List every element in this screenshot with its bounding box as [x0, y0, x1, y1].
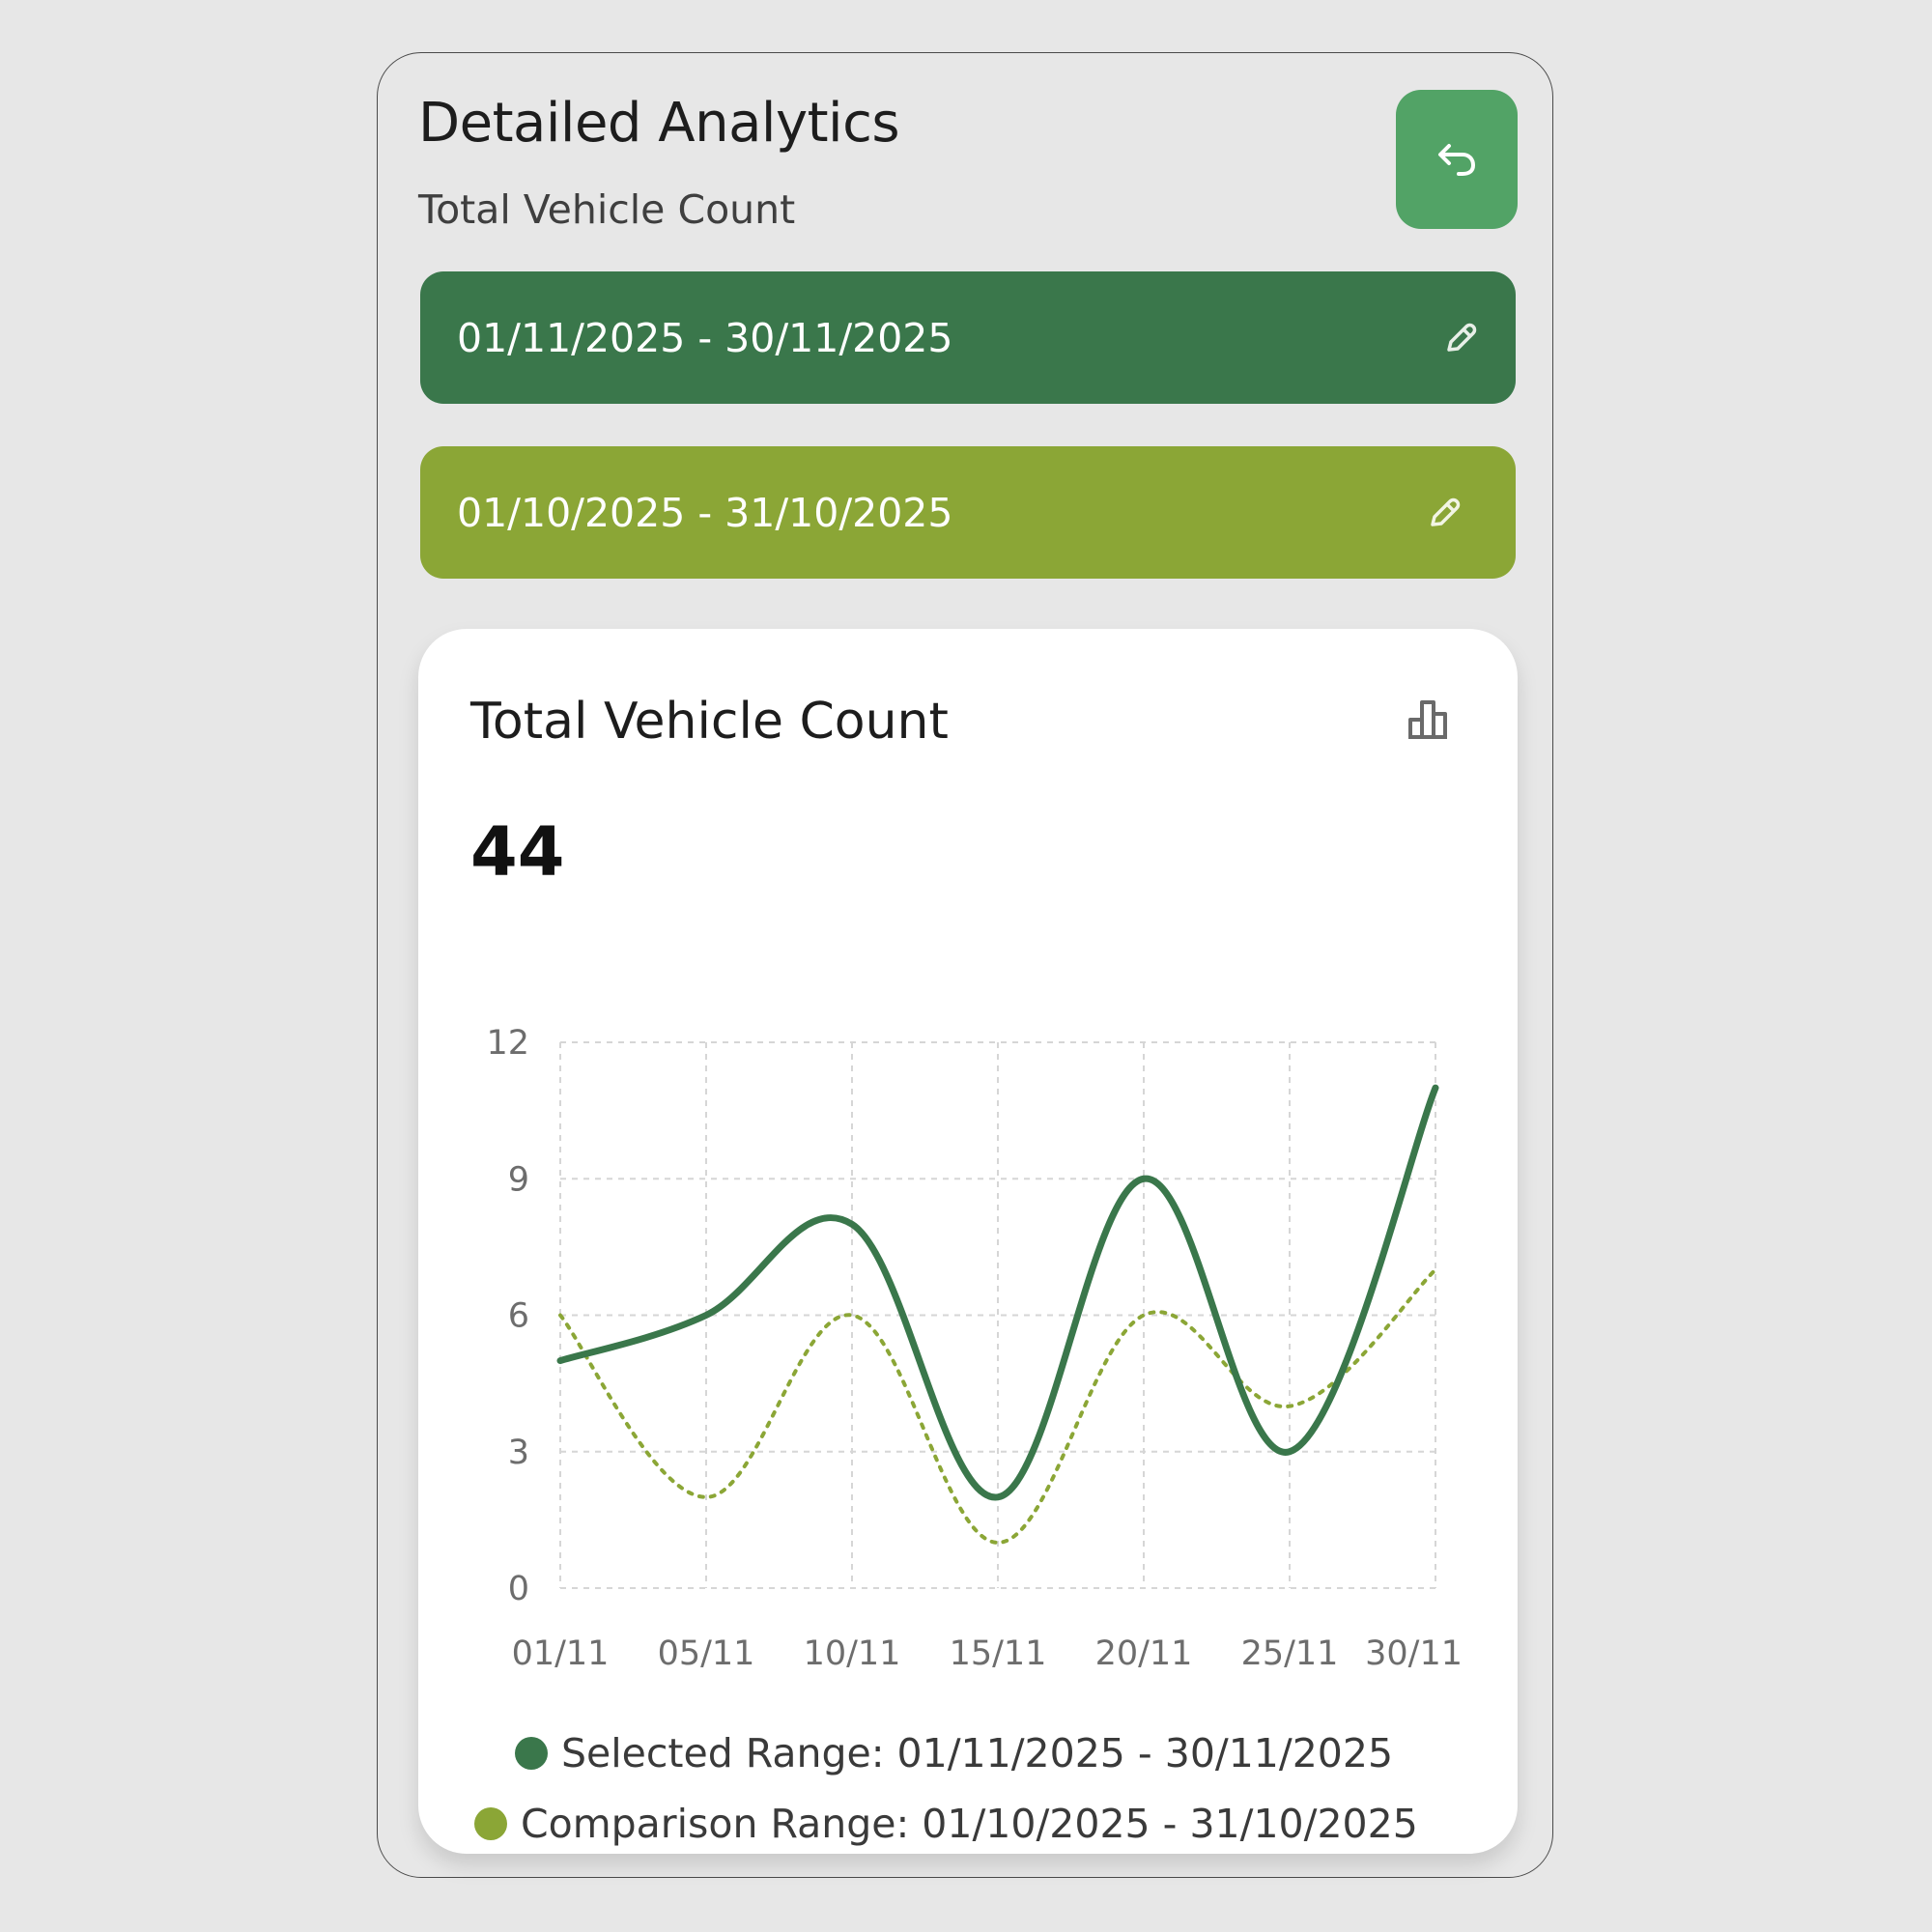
- selected-range-label: 01/11/2025 - 30/11/2025: [457, 314, 953, 361]
- x-tick-label: 20/11: [1095, 1634, 1193, 1673]
- pencil-icon[interactable]: [1425, 494, 1463, 532]
- legend-dot-comparison: [474, 1807, 507, 1840]
- bar-chart-icon[interactable]: [1406, 696, 1459, 741]
- comparison-range-field[interactable]: 01/10/2025 - 31/10/2025: [420, 446, 1516, 579]
- y-tick-label: 0: [508, 1570, 529, 1608]
- comparison-range-label: 01/10/2025 - 31/10/2025: [457, 489, 953, 536]
- legend-dot-selected: [515, 1737, 548, 1770]
- back-button[interactable]: [1396, 90, 1518, 229]
- y-tick-label: 9: [508, 1160, 529, 1199]
- total-count: 44: [470, 812, 565, 892]
- x-tick-label: 15/11: [950, 1634, 1047, 1673]
- x-tick-label: 10/11: [804, 1634, 901, 1673]
- x-tick-label: 01/11: [512, 1634, 610, 1673]
- legend-label-selected: Selected Range: 01/11/2025 - 30/11/2025: [561, 1730, 1394, 1776]
- legend-item-comparison: Comparison Range: 01/10/2025 - 31/10/202…: [474, 1801, 1418, 1847]
- card-title: Total Vehicle Count: [470, 693, 949, 751]
- page-subtitle: Total Vehicle Count: [418, 186, 796, 233]
- page-title: Detailed Analytics: [418, 92, 900, 155]
- analytics-panel: Detailed Analytics Total Vehicle Count 0…: [377, 52, 1553, 1878]
- x-tick-label: 05/11: [658, 1634, 755, 1673]
- y-tick-label: 6: [508, 1297, 529, 1336]
- legend-item-selected: Selected Range: 01/11/2025 - 30/11/2025: [515, 1730, 1393, 1776]
- legend-label-comparison: Comparison Range: 01/10/2025 - 31/10/202…: [521, 1801, 1418, 1847]
- chart-card: Total Vehicle Count 44 0 3 6 9 12 01/11 05/11 1…: [418, 629, 1518, 1854]
- y-tick-label: 12: [486, 1024, 529, 1063]
- selected-range-field[interactable]: 01/11/2025 - 30/11/2025: [420, 271, 1516, 404]
- undo-arrow-icon: [1438, 144, 1475, 176]
- y-tick-label: 3: [508, 1434, 529, 1472]
- x-tick-label: 25/11: [1241, 1634, 1339, 1673]
- series-line-comparison: [558, 1267, 1437, 1545]
- line-chart: 0 3 6 9 12 01/11 05/11 10/11 15/11 20/11 25/11 30/1…: [486, 1024, 1463, 1673]
- series-line-selected: [556, 1084, 1439, 1501]
- x-tick-label: 30/11: [1365, 1634, 1463, 1673]
- pencil-icon[interactable]: [1441, 319, 1480, 357]
